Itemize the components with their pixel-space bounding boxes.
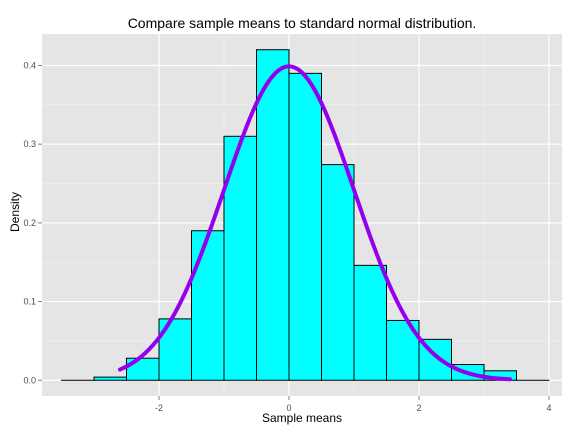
y-tick-label: 0.0 [23,375,36,385]
chart-title: Compare sample means to standard normal … [128,15,477,31]
histogram-bar [288,72,322,381]
x-axis-ticks: -2 0 2 4 [155,396,552,413]
x-tick-label: 0 [286,403,291,413]
y-tick-label: 0.4 [23,60,36,70]
histogram-bar [191,230,225,381]
y-tick-label: 0.3 [23,139,36,149]
y-axis-title: Density [8,192,22,232]
y-tick-label: 0.2 [23,218,36,228]
y-axis-ticks: 0.0 0.1 0.2 0.3 0.4 [23,60,42,385]
y-tick-label: 0.1 [23,297,36,307]
normal-density-curve [118,64,512,382]
histogram-bar [353,264,387,381]
x-tick-label: -2 [155,403,163,413]
x-tick-label: 2 [416,403,421,413]
histogram-bar [321,164,355,381]
histogram-bar [256,49,290,381]
x-tick-label: 4 [546,403,551,413]
x-axis-title: Sample means [262,411,342,425]
histogram-bar [93,376,127,381]
histogram-bar [223,135,257,381]
